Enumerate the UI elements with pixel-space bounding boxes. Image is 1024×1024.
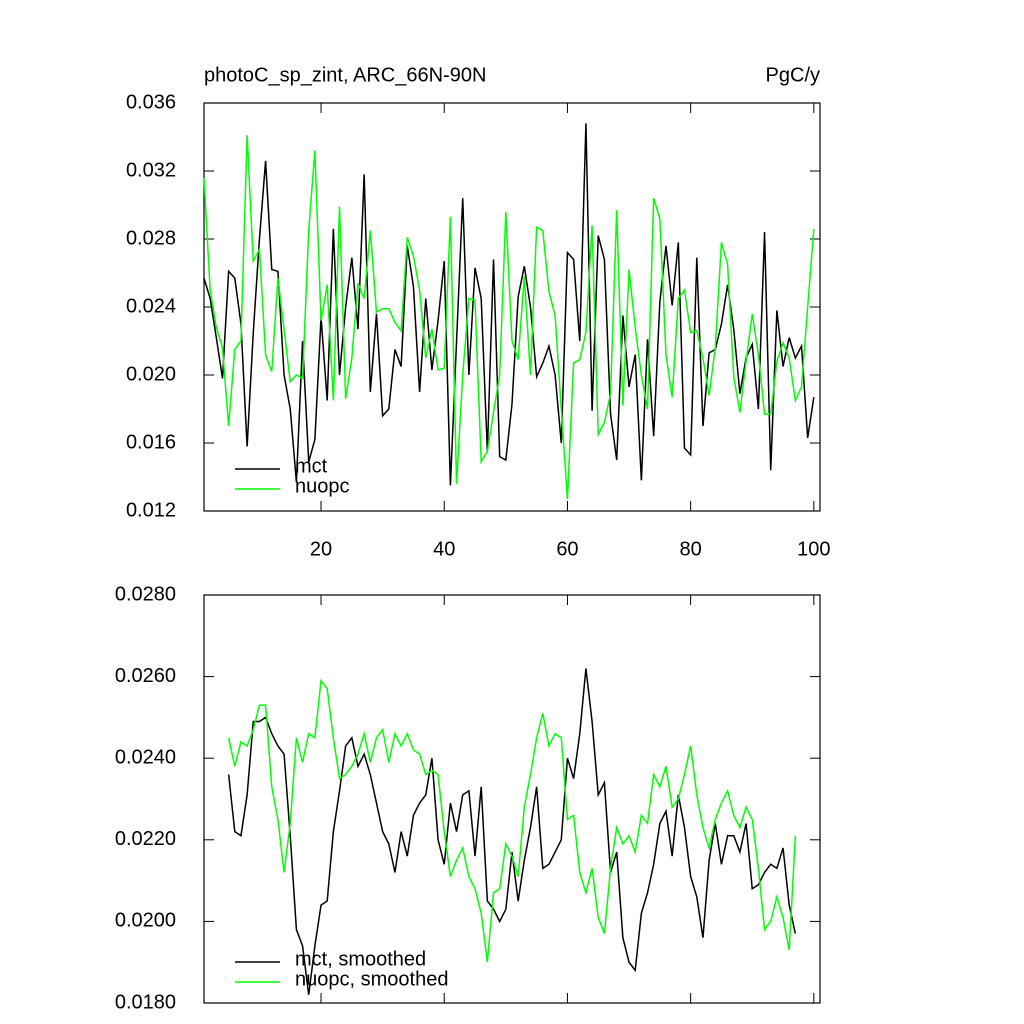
y-tick-label: 0.016 xyxy=(126,431,176,453)
data-line xyxy=(203,135,815,500)
plot-frame xyxy=(203,102,821,512)
y-tick-label: 0.012 xyxy=(126,499,176,521)
legend-label: nuopc, smoothed xyxy=(295,968,448,990)
y-tick-label: 0.0260 xyxy=(115,665,176,687)
x-tick-label: 80 xyxy=(680,538,702,560)
data-line xyxy=(227,678,797,963)
y-tick-label: 0.0180 xyxy=(115,991,176,1013)
y-tick-label: 0.028 xyxy=(126,227,176,249)
y-tick-label: 0.0280 xyxy=(115,583,176,605)
x-tick-label: 20 xyxy=(310,538,332,560)
y-tick-label: 0.020 xyxy=(126,363,176,385)
chart-title: photoC_sp_zint, ARC_66N-90N xyxy=(204,64,486,86)
y-tick-label: 0.0240 xyxy=(115,746,176,768)
units-label: PgC/y xyxy=(766,64,820,86)
data-line xyxy=(203,123,815,486)
plot-frame xyxy=(203,594,821,1004)
legend-label: mct xyxy=(295,455,328,477)
x-tick-label: 40 xyxy=(433,538,455,560)
x-tick-label: 60 xyxy=(556,538,578,560)
y-tick-label: 0.036 xyxy=(126,91,176,113)
data-line xyxy=(227,668,797,995)
legend-label: mct, smoothed xyxy=(295,948,426,970)
y-tick-label: 0.032 xyxy=(126,159,176,181)
x-tick-label: 100 xyxy=(797,538,830,560)
y-tick-label: 0.0200 xyxy=(115,910,176,932)
y-tick-label: 0.0220 xyxy=(115,828,176,850)
y-tick-label: 0.024 xyxy=(126,295,176,317)
legend-label: nuopc xyxy=(295,475,350,497)
